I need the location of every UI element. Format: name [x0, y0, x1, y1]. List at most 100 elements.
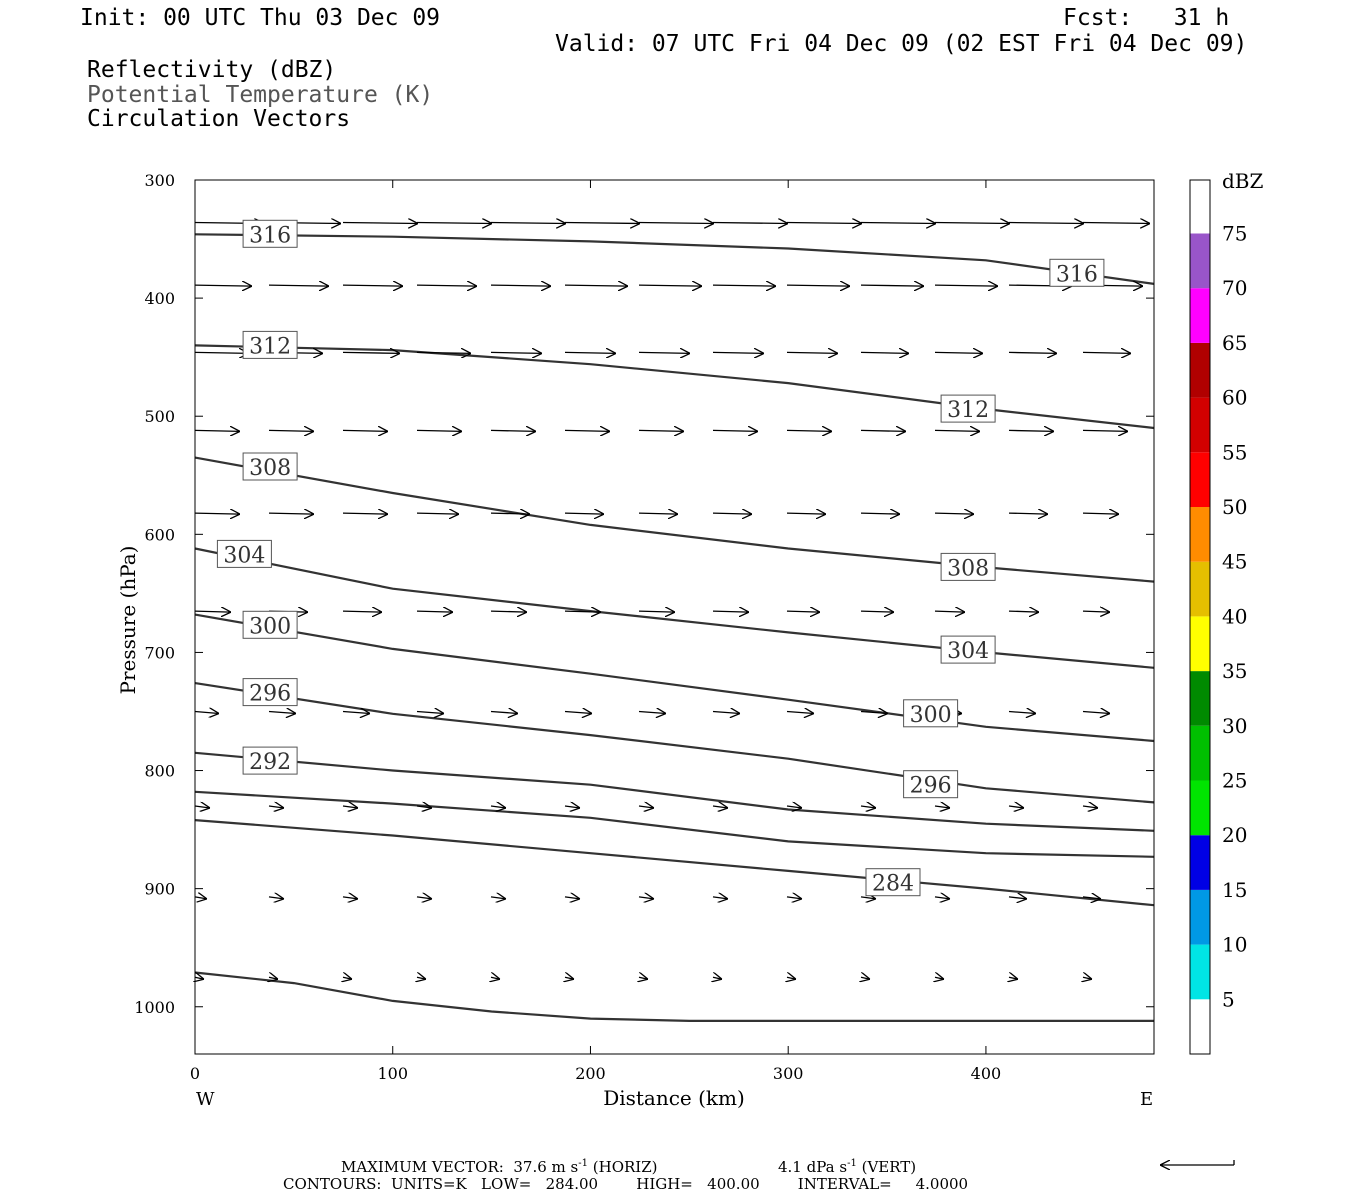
colorbar-tick-label: 60	[1222, 386, 1247, 410]
y-tick-label: 900	[144, 880, 175, 899]
vector-arrow	[194, 430, 240, 431]
contour-label-box	[242, 330, 298, 359]
vector-arrow	[1082, 430, 1128, 431]
colorbar-segment	[1190, 561, 1210, 617]
colorbar-tick-label: 55	[1222, 440, 1247, 464]
colorbar-tick-label: 45	[1222, 550, 1247, 574]
max-vector-vert: 4.1 dPa s-1 (VERT)	[778, 1158, 917, 1176]
vector-arrow	[490, 611, 527, 612]
y-tick-label: 800	[144, 762, 175, 781]
vector-arrow	[194, 513, 240, 514]
west-label: W	[196, 1089, 215, 1110]
colorbar-tick-label: 30	[1222, 714, 1247, 738]
colorbar-segment	[1190, 452, 1210, 507]
y-tick-label: 300	[144, 171, 175, 190]
vector-arrow	[490, 712, 518, 714]
colorbar-segment	[1190, 397, 1210, 453]
contour-label-304: 304	[223, 543, 265, 568]
vector-arrow	[860, 430, 906, 431]
colorbar-tick-label: 65	[1222, 331, 1247, 355]
vector-arrow	[416, 712, 444, 714]
vector-arrow	[860, 513, 900, 514]
theta-contour-312	[194, 344, 1155, 430]
vector-arrow	[194, 712, 219, 714]
valid-time: Valid: 07 UTC Fri 04 Dec 09 (02 EST Fri …	[555, 31, 1248, 57]
y-tick-label: 400	[144, 289, 175, 308]
colorbar-segment	[1190, 944, 1210, 1000]
vector-arrow	[712, 897, 728, 899]
vector-arrow	[786, 897, 802, 899]
x-tick-label: 100	[377, 1064, 408, 1083]
max-vector-line: MAXIMUM VECTOR: 37.6 m s-1 (HORIZ)	[341, 1158, 658, 1176]
colorbar-segment	[1190, 288, 1210, 343]
vector-arrow	[861, 977, 870, 979]
colorbar-tick-label: 20	[1222, 823, 1247, 847]
colorbar-segment	[1190, 342, 1210, 398]
theta-contour-304	[194, 547, 1155, 669]
max-vector-horiz: 37.6 m s	[513, 1158, 579, 1176]
theta-contour-300	[194, 613, 1155, 743]
contour-label-box	[865, 868, 921, 897]
y-axis-label: Pressure (hPa)	[116, 546, 140, 695]
vector-arrow	[1083, 977, 1092, 979]
east-label: E	[1140, 1089, 1153, 1110]
contour-label-300: 300	[249, 614, 291, 639]
vector-arrow	[712, 806, 728, 808]
theta-contour-288	[194, 790, 1155, 858]
y-tick-label: 1000	[134, 998, 175, 1017]
contour-label-box	[242, 746, 298, 775]
vector-arrow	[564, 285, 628, 286]
vector-arrow	[342, 611, 382, 612]
vector-arrow	[934, 513, 974, 514]
colorbar-tick-label: 50	[1222, 495, 1247, 519]
contour-label-304: 304	[947, 639, 989, 664]
vector-arrow	[1008, 352, 1057, 353]
vector-arrow	[342, 430, 388, 431]
vector-arrow	[268, 897, 284, 899]
colorbar-unit-label: dBZ	[1222, 169, 1264, 193]
vector-arrow	[1008, 430, 1054, 431]
vector-arrow	[416, 611, 453, 612]
vector-arrow	[638, 285, 702, 286]
colorbar-tick-label: 10	[1222, 933, 1247, 957]
vector-arrow	[860, 285, 924, 286]
vector-arrow	[564, 352, 616, 353]
vector-arrow	[638, 223, 714, 224]
vector-arrow	[935, 977, 944, 979]
vector-arrow	[1082, 513, 1119, 514]
vector-arrow	[416, 430, 462, 431]
theta-contour-296	[194, 682, 1155, 804]
vector-arrow	[564, 430, 610, 431]
contour-label-box	[242, 678, 298, 707]
theta-contour-292	[194, 751, 1155, 832]
contour-label-296: 296	[249, 682, 291, 707]
vector-arrow	[934, 285, 998, 286]
colorbar-frame	[1189, 179, 1211, 1055]
vector-arrow	[786, 712, 814, 714]
vector-arrow	[269, 977, 278, 979]
vector-arrow	[934, 223, 1010, 224]
contour-label-box	[903, 699, 959, 728]
vector-arrow	[564, 897, 580, 899]
vector-arrow	[860, 352, 909, 353]
colorbar-tick-label: 25	[1222, 769, 1247, 793]
vector-arrow	[1008, 897, 1027, 899]
vector-arrow	[638, 712, 666, 714]
vector-arrow	[342, 352, 400, 353]
contour-label-box	[940, 552, 996, 581]
colorbar-segment	[1190, 616, 1210, 672]
contour-label-box	[903, 770, 959, 799]
vector-arrow	[416, 513, 459, 514]
vector-arrow	[934, 611, 965, 612]
vector-arrow	[342, 712, 370, 714]
colorbar-tick-label: 75	[1222, 222, 1247, 246]
vector-arrow	[786, 352, 838, 353]
contour-info: CONTOURS: UNITS=K LOW= 284.00 HIGH= 400.…	[283, 1175, 969, 1193]
vector-arrow	[860, 806, 876, 808]
vector-arrow	[860, 712, 888, 714]
y-tick-label: 700	[144, 643, 175, 662]
vector-arrow	[934, 897, 950, 899]
vector-arrow	[1082, 806, 1098, 808]
theta-contour-line-9	[194, 971, 1154, 1023]
vector-arrow	[490, 806, 506, 808]
